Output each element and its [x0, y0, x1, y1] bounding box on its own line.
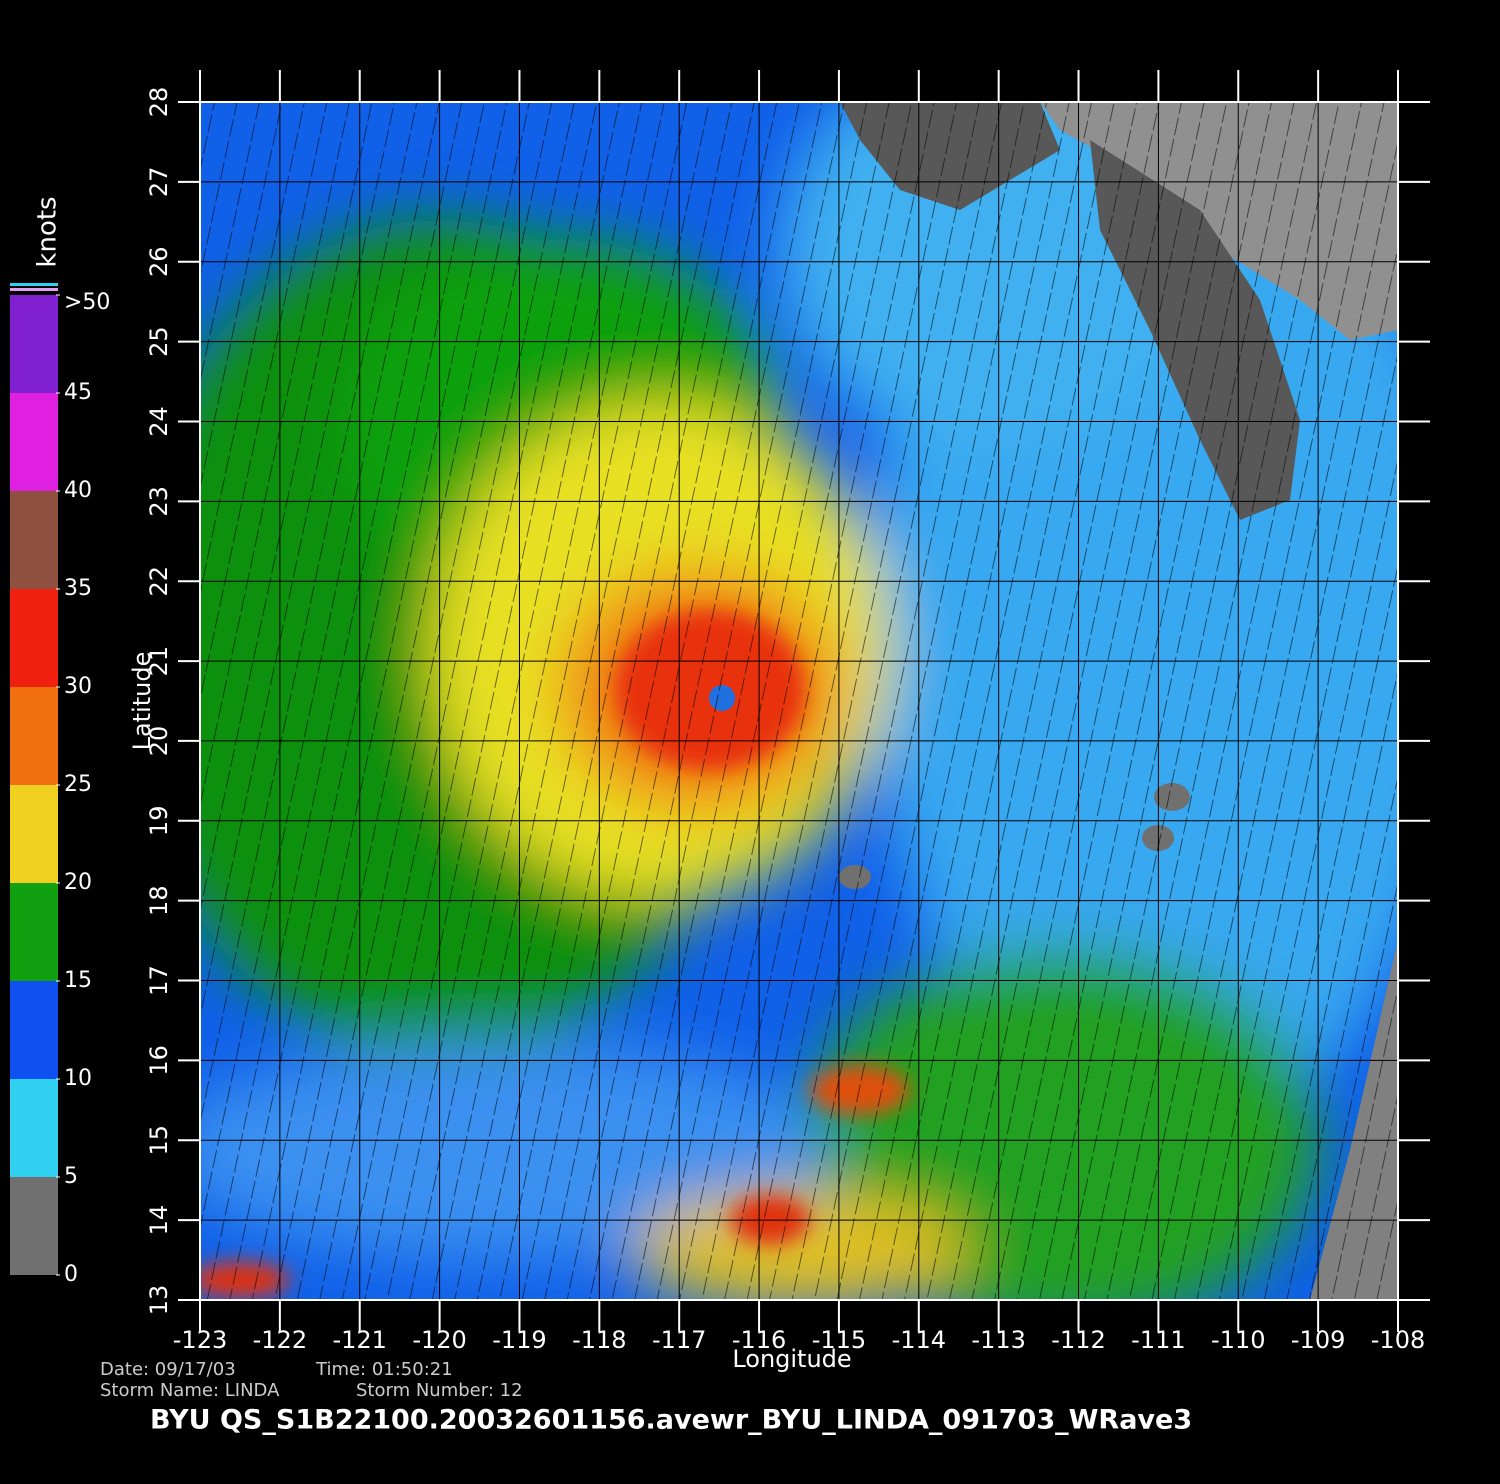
y-tick-label: 23 [145, 486, 173, 517]
colorbar-segment [10, 393, 58, 491]
colorbar-tick-label: 10 [64, 1066, 92, 1091]
storm-name: Storm Name: LINDA [100, 1380, 280, 1401]
y-tick-label: 15 [145, 1125, 173, 1156]
colorbar-segment [10, 785, 58, 883]
colorbar-tick-label: 0 [64, 1262, 78, 1287]
x-tick-label: -110 [1211, 1326, 1265, 1354]
colorbar-segment [10, 1177, 58, 1275]
y-tick-label: 27 [145, 167, 173, 198]
axes: -123 -122 -121 -120 -119 -118 -117 -116 -115 -114… [145, 70, 1430, 1354]
x-tick-label: -115 [812, 1326, 866, 1354]
colorbar-tick-label: 5 [64, 1164, 78, 1189]
wind-field [200, 102, 1398, 1300]
y-tick-label: 25 [145, 326, 173, 357]
x-tick-label: -116 [732, 1326, 786, 1354]
x-tick-label: -119 [492, 1326, 546, 1354]
x-tick-label: -112 [1051, 1326, 1105, 1354]
x-tick-label: -114 [892, 1326, 946, 1354]
date: Date: 09/17/03 [100, 1359, 236, 1380]
x-tick-label: -108 [1371, 1326, 1425, 1354]
colorbar-tick-label: 35 [64, 576, 92, 601]
time: Time: 01:50:21 [315, 1359, 453, 1380]
colorbar-segment [10, 1079, 58, 1177]
y-tick-label: 26 [145, 246, 173, 277]
y-tick-label: 24 [145, 406, 173, 437]
colorbar-tick-label: 30 [64, 674, 92, 699]
x-tick-label: -122 [253, 1326, 307, 1354]
x-tick-label: -113 [971, 1326, 1025, 1354]
colorbar-segment [10, 589, 58, 687]
colorbar-tick-label: >50 [64, 290, 110, 315]
y-tick-label: 20 [145, 726, 173, 757]
y-tick-label: 19 [145, 806, 173, 837]
y-tick-label: 16 [145, 1045, 173, 1076]
x-tick-label: -120 [412, 1326, 466, 1354]
colorbar-label: knots [33, 196, 63, 267]
y-tick-label: 14 [145, 1205, 173, 1236]
x-tick-label: -111 [1131, 1326, 1185, 1354]
colorbar-tick-label: 20 [64, 870, 92, 895]
y-tick-label: 28 [145, 87, 173, 118]
colorbar-segment [10, 687, 58, 785]
x-tick-label: -121 [332, 1326, 386, 1354]
colorbar-tick-label: 40 [64, 478, 92, 503]
colorbar-cap [10, 283, 58, 286]
colorbar-tick-label: 45 [64, 380, 92, 405]
y-tick-label: 18 [145, 885, 173, 916]
x-tick-label: -123 [173, 1326, 227, 1354]
y-tick-label: 13 [145, 1285, 173, 1316]
colorbar-segment [10, 981, 58, 1079]
plot-frame [199, 101, 1399, 1301]
y-axis-label: Latitude [128, 652, 156, 751]
storm-number: Storm Number: 12 [356, 1380, 523, 1401]
x-axis-label: Longitude [732, 1345, 851, 1373]
x-tick-label: -109 [1291, 1326, 1345, 1354]
colorbar-segment [10, 883, 58, 981]
x-tick-label: -117 [652, 1326, 706, 1354]
colorbar-cap [10, 288, 58, 291]
colorbar-tick-label: 25 [64, 772, 92, 797]
filename: BYU QS_S1B22100.20032601156.avewr_BYU_LI… [150, 1405, 1192, 1436]
colorbar-segment [10, 295, 58, 393]
y-tick-label: 22 [145, 566, 173, 597]
y-tick-label: 21 [145, 646, 173, 677]
colorbar-segment [10, 491, 58, 589]
y-tick-label: 17 [145, 965, 173, 996]
x-tick-label: -118 [572, 1326, 626, 1354]
colorbar-tick-label: 15 [64, 968, 92, 993]
